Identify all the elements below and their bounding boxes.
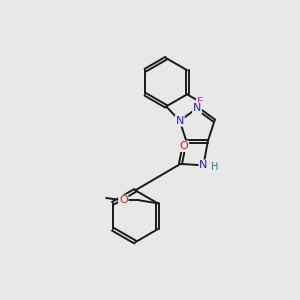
Text: H: H <box>211 162 218 172</box>
Text: F: F <box>197 97 203 107</box>
Text: O: O <box>119 195 128 205</box>
Text: N: N <box>199 160 208 170</box>
Text: N: N <box>193 103 201 113</box>
Text: O: O <box>180 141 188 151</box>
Text: N: N <box>176 116 184 126</box>
